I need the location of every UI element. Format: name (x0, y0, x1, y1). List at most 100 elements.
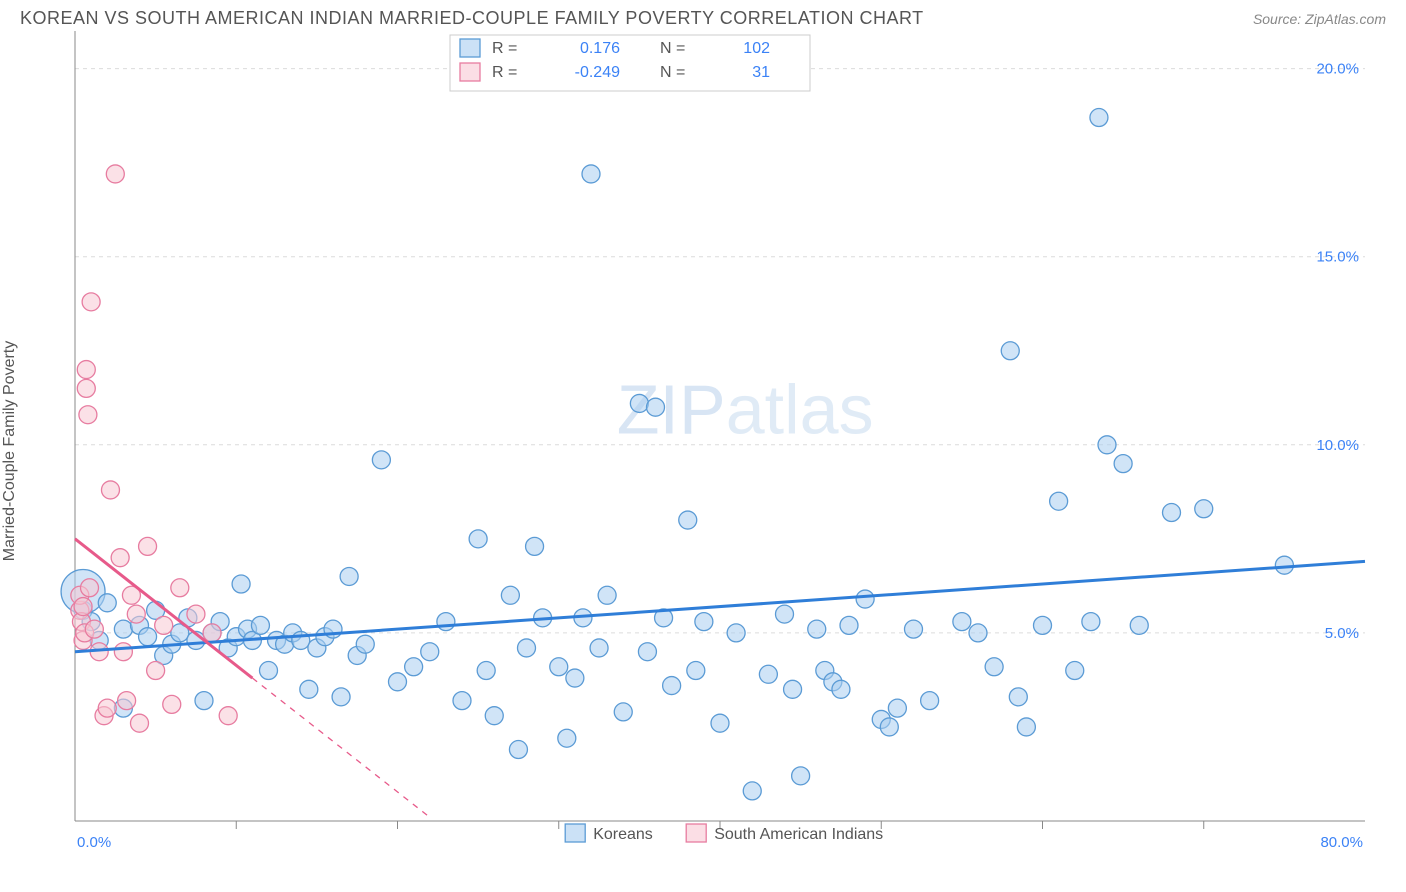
data-point (111, 549, 129, 567)
data-point (1098, 436, 1116, 454)
data-point (663, 677, 681, 695)
x-tick-label: 80.0% (1320, 834, 1363, 851)
data-point (77, 361, 95, 379)
legend-swatch (565, 824, 585, 842)
data-point (1114, 455, 1132, 473)
source-label: Source: ZipAtlas.com (1253, 11, 1386, 27)
y-tick-label: 20.0% (1316, 61, 1359, 78)
data-point (405, 658, 423, 676)
data-point (251, 616, 269, 634)
legend-series-label: Koreans (593, 826, 653, 843)
y-tick-label: 15.0% (1316, 249, 1359, 266)
data-point (880, 718, 898, 736)
data-point (808, 620, 826, 638)
data-point (888, 699, 906, 717)
data-point (1130, 616, 1148, 634)
data-point (759, 665, 777, 683)
data-point (1066, 662, 1084, 680)
data-point (518, 639, 536, 657)
data-point (300, 680, 318, 698)
data-point (485, 707, 503, 725)
data-point (630, 394, 648, 412)
legend-n-label: N = (660, 40, 685, 57)
data-point (332, 688, 350, 706)
legend-series-label: South American Indians (714, 826, 883, 843)
data-point (1082, 613, 1100, 631)
y-tick-label: 5.0% (1325, 625, 1359, 642)
data-point (155, 616, 173, 634)
legend-n-label: N = (660, 64, 685, 81)
data-point (856, 590, 874, 608)
data-point (139, 537, 157, 555)
data-point (340, 567, 358, 585)
data-point (469, 530, 487, 548)
data-point (590, 639, 608, 657)
data-point (784, 680, 802, 698)
correlation-scatter-chart: 5.0%10.0%15.0%20.0%ZIPatlas0.0%80.0%R =0… (20, 31, 1386, 871)
data-point (905, 620, 923, 638)
data-point (74, 598, 92, 616)
data-point (219, 707, 237, 725)
data-point (79, 406, 97, 424)
chart-title: KOREAN VS SOUTH AMERICAN INDIAN MARRIED-… (20, 8, 924, 29)
data-point (711, 714, 729, 732)
data-point (114, 620, 132, 638)
legend-swatch (460, 63, 480, 81)
data-point (921, 692, 939, 710)
data-point (171, 579, 189, 597)
data-point (776, 605, 794, 623)
legend-r-value: -0.249 (575, 64, 620, 81)
data-point (614, 703, 632, 721)
data-point (81, 579, 99, 597)
data-point (953, 613, 971, 631)
data-point (638, 643, 656, 661)
data-point (421, 643, 439, 661)
data-point (1195, 500, 1213, 518)
trend-line-koreans (75, 561, 1365, 651)
data-point (1001, 342, 1019, 360)
data-point (743, 782, 761, 800)
data-point (147, 662, 165, 680)
data-point (101, 481, 119, 499)
data-point (558, 729, 576, 747)
data-point (598, 586, 616, 604)
data-point (1163, 504, 1181, 522)
data-point (550, 658, 568, 676)
data-point (437, 613, 455, 631)
data-point (582, 165, 600, 183)
data-point (131, 714, 149, 732)
data-point (509, 741, 527, 759)
data-point (985, 658, 1003, 676)
data-point (127, 605, 145, 623)
data-point (1034, 616, 1052, 634)
y-axis-label: Married-Couple Family Poverty (1, 341, 19, 562)
legend-r-label: R = (492, 64, 517, 81)
data-point (1050, 492, 1068, 510)
data-point (203, 624, 221, 642)
legend-r-value: 0.176 (580, 40, 620, 57)
data-point (195, 692, 213, 710)
data-point (98, 699, 116, 717)
data-point (453, 692, 471, 710)
data-point (1017, 718, 1035, 736)
data-point (647, 398, 665, 416)
data-point (679, 511, 697, 529)
data-point (98, 594, 116, 612)
data-point (187, 605, 205, 623)
data-point (477, 662, 495, 680)
data-point (139, 628, 157, 646)
data-point (82, 293, 100, 311)
data-point (163, 695, 181, 713)
legend-r-label: R = (492, 40, 517, 57)
data-point (832, 680, 850, 698)
data-point (118, 692, 136, 710)
data-point (566, 669, 584, 687)
data-point (77, 379, 95, 397)
legend-n-value: 102 (743, 40, 770, 57)
data-point (501, 586, 519, 604)
data-point (372, 451, 390, 469)
x-tick-label: 0.0% (77, 834, 111, 851)
data-point (969, 624, 987, 642)
data-point (695, 613, 713, 631)
legend-swatch (686, 824, 706, 842)
